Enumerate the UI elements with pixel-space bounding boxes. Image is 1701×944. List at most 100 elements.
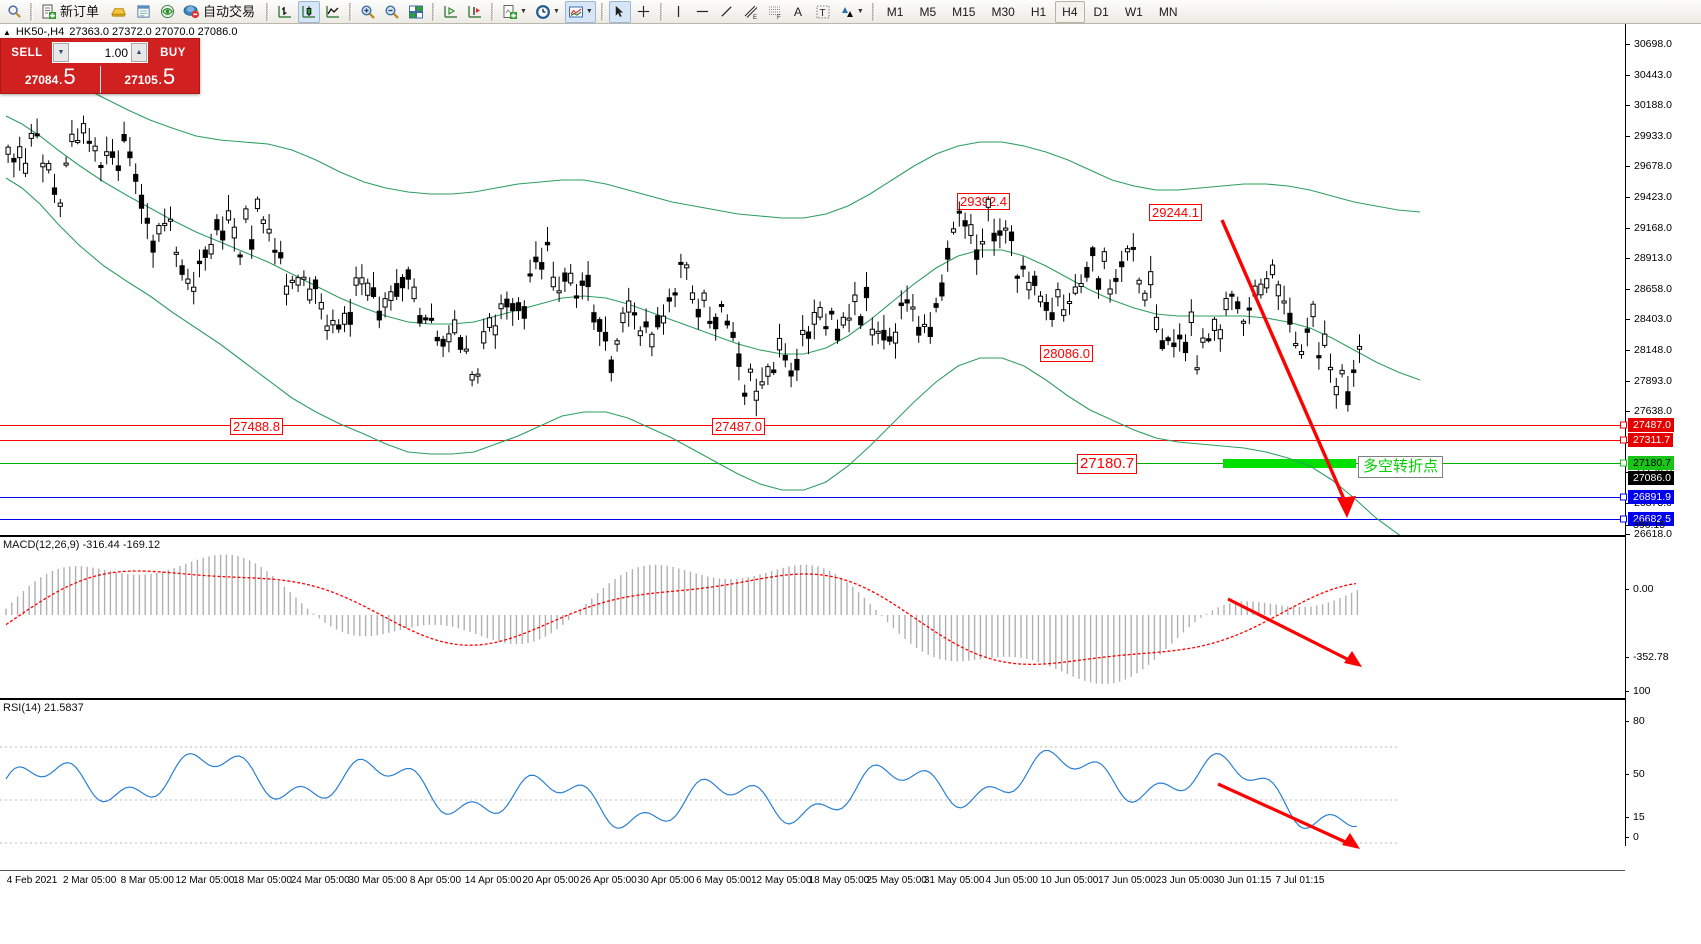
auto-scroll-icon[interactable] xyxy=(464,1,486,23)
price-badge-green[interactable]: 27180.7 xyxy=(1620,456,1674,470)
tile-windows-icon[interactable] xyxy=(405,1,427,23)
price-tick: 27638.0 xyxy=(1626,405,1701,417)
timeframe-mn[interactable]: MN xyxy=(1158,4,1178,19)
price-tick: 30188.0 xyxy=(1626,99,1701,111)
chart-label[interactable]: 29392.4 xyxy=(957,193,1010,210)
chart-label[interactable]: 27180.7 xyxy=(1077,454,1138,474)
chevron-down-icon[interactable]: ▼ xyxy=(520,8,527,15)
support-line-2[interactable] xyxy=(0,519,1625,520)
trendline-icon[interactable] xyxy=(716,1,738,23)
symbol-name: HK50-,H4 xyxy=(15,26,65,38)
time-label: 2 Mar 05:00 xyxy=(62,875,117,886)
timeframe-h4[interactable]: H4 xyxy=(1055,0,1085,23)
price-tick: 27893.0 xyxy=(1626,375,1701,387)
price-badge-blue[interactable]: 26682.5 xyxy=(1620,512,1674,526)
sell-button[interactable]: SELL xyxy=(11,46,43,59)
price-pane[interactable] xyxy=(0,24,1701,535)
timeframe-m30[interactable]: M30 xyxy=(991,4,1015,19)
fibonacci-icon[interactable]: F xyxy=(764,1,786,23)
level-handle[interactable] xyxy=(1620,515,1627,523)
time-label: 4 Jun 05:00 xyxy=(985,875,1038,886)
chart-label[interactable]: 27488.8 xyxy=(230,418,283,435)
cursor-arrow-icon[interactable] xyxy=(608,0,631,23)
rsi-tick: 100 xyxy=(1625,685,1701,697)
data-window-icon[interactable] xyxy=(132,1,154,23)
arrows-tool-icon[interactable]: ▼ xyxy=(836,1,867,23)
timeframe-d1[interactable]: D1 xyxy=(1093,4,1109,19)
rsi-scale: 100 80 50 15 0 xyxy=(1625,674,1701,846)
volume-decrease-button[interactable]: ▼ xyxy=(53,43,69,62)
add-indicator-icon[interactable]: ▼ xyxy=(499,1,530,23)
timeframe-h1[interactable]: H1 xyxy=(1030,4,1047,19)
volume-increase-button[interactable]: ▲ xyxy=(131,43,147,62)
time-label: 17 Jun 05:00 xyxy=(1098,875,1156,886)
buy-price[interactable]: 27105 . 5 xyxy=(101,66,200,93)
chart-area[interactable]: MACD(12,26,9) -316.44 -169.12 RSI(14) 21… xyxy=(0,24,1701,944)
zoom-in-icon[interactable] xyxy=(357,1,379,23)
pivot-highlight-bar[interactable] xyxy=(1223,459,1356,468)
price-scale[interactable]: 30698.0 30443.0 30188.0 29933.0 29678.0 29423… xyxy=(1620,24,1701,846)
autotrading-label: 自动交易 xyxy=(203,3,256,19)
chevron-down-icon[interactable]: ▼ xyxy=(585,8,593,15)
market-watch-icon[interactable] xyxy=(156,1,178,23)
chart-label[interactable]: 29244.1 xyxy=(1149,204,1202,221)
timeframe-m1[interactable]: M1 xyxy=(886,4,904,19)
chart-shift-icon[interactable] xyxy=(440,1,462,23)
equidistant-channel-icon[interactable]: E xyxy=(740,1,762,23)
line-chart-icon[interactable] xyxy=(322,1,344,23)
rsi-series xyxy=(0,746,1400,844)
vertical-line-icon[interactable] xyxy=(668,1,690,23)
chart-label[interactable]: 27487.0 xyxy=(712,418,765,435)
chevron-down-icon[interactable]: ▼ xyxy=(856,8,864,15)
price-badge-blue[interactable]: 26891.9 xyxy=(1620,490,1674,504)
timeframe-w1[interactable]: W1 xyxy=(1124,4,1143,19)
time-label: 18 May 05:00 xyxy=(808,875,870,886)
price-tick: 29168.0 xyxy=(1626,222,1701,234)
timeframe-m15[interactable]: M15 xyxy=(952,4,976,19)
candlestick-chart-icon[interactable] xyxy=(298,0,321,23)
search-icon[interactable] xyxy=(3,1,25,23)
text-tool-icon[interactable]: A xyxy=(788,1,810,23)
chevron-down-icon[interactable]: ▼ xyxy=(552,8,560,15)
price-tick: 29678.0 xyxy=(1626,160,1701,172)
new-order-button[interactable]: 新订单 xyxy=(38,1,105,23)
horizontal-line-icon[interactable] xyxy=(692,1,714,23)
level-handle[interactable] xyxy=(1620,436,1627,444)
level-handle[interactable] xyxy=(1620,459,1627,467)
chart-label[interactable]: 28086.0 xyxy=(1040,345,1093,362)
macd-trend-arrow[interactable] xyxy=(0,537,1625,698)
resistance-line-2[interactable] xyxy=(0,440,1625,441)
rsi-tick: 80 xyxy=(1625,715,1701,727)
one-click-trading-panel[interactable]: SELL ▼ 1.00 ▲ BUY 27084 . 5 27105 . 5 xyxy=(0,38,200,94)
level-handle[interactable] xyxy=(1620,493,1627,501)
price-badge-black[interactable]: 27086.0 xyxy=(1628,471,1674,485)
bar-chart-icon[interactable] xyxy=(274,1,296,23)
text-label-icon[interactable]: T xyxy=(812,1,834,23)
volume-value[interactable]: 1.00 xyxy=(104,45,128,60)
volume-stepper[interactable]: ▼ 1.00 ▲ xyxy=(52,42,148,63)
buy-button[interactable]: BUY xyxy=(160,46,186,59)
price-tick: 28148.0 xyxy=(1626,344,1701,356)
autotrading-button[interactable]: 自动交易 xyxy=(180,1,261,23)
macd-pane[interactable]: MACD(12,26,9) -316.44 -169.12 xyxy=(0,535,1701,698)
price-badge-red[interactable]: 27311.7 xyxy=(1620,433,1674,447)
rsi-trend-arrow[interactable] xyxy=(0,700,1625,870)
level-handle[interactable] xyxy=(1620,421,1627,429)
timeframe-group: M1 M5 M15 M30 H1 H4 D1 W1 MN xyxy=(879,0,1186,23)
price-tick: 29933.0 xyxy=(1626,130,1701,142)
collapse-triangle-icon[interactable]: ▲ xyxy=(3,27,11,37)
toolbar-separator xyxy=(871,2,875,21)
support-line-1[interactable] xyxy=(0,497,1625,498)
timeframe-m5[interactable]: M5 xyxy=(919,4,937,19)
price-badge-red[interactable]: 27487.0 xyxy=(1620,418,1674,432)
crosshair-icon[interactable] xyxy=(633,1,655,23)
gold-bar-icon[interactable] xyxy=(107,1,130,23)
period-clock-icon[interactable]: ▼ xyxy=(532,1,563,23)
templates-icon[interactable]: ▼ xyxy=(564,0,596,23)
rsi-tick: 15 xyxy=(1625,811,1701,823)
zoom-out-icon[interactable] xyxy=(381,1,403,23)
sell-price[interactable]: 27084 . 5 xyxy=(1,66,100,93)
chart-label[interactable]: 多空转折点 xyxy=(1358,456,1444,478)
rsi-pane[interactable]: RSI(14) 21.5837 xyxy=(0,698,1701,870)
toolbar-separator xyxy=(432,2,436,21)
